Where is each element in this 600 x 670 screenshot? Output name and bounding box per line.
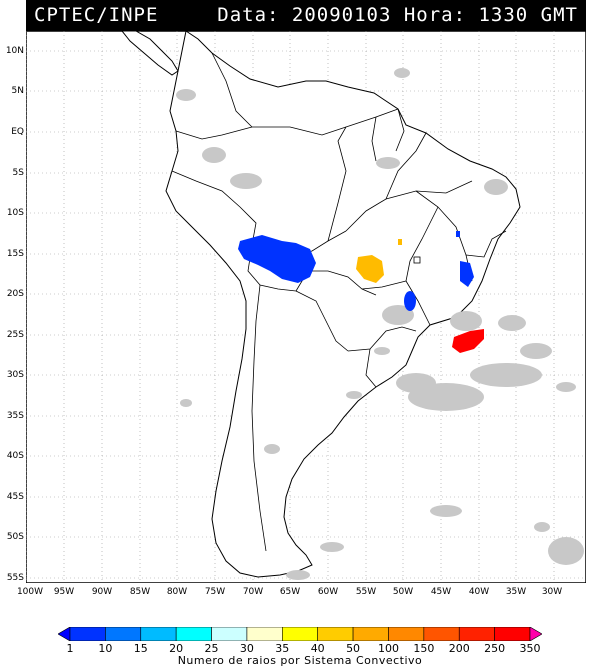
colorbar-segment	[529, 627, 542, 641]
map-area	[26, 31, 586, 583]
lon-label: 55W	[355, 587, 377, 597]
lon-label: 50W	[392, 587, 414, 597]
lon-label: 35W	[505, 587, 527, 597]
lon-label: 80W	[166, 587, 188, 597]
date-time-label: Data: 20090103 Hora: 1330 GMT	[217, 4, 578, 26]
lightning-count-colorbar	[58, 627, 542, 641]
lat-label: 10S	[6, 208, 24, 218]
colorbar-tick-label: 350	[519, 642, 541, 655]
lat-label: 25S	[6, 330, 24, 340]
colorbar-tick-label: 250	[484, 642, 506, 655]
colorbar-tick-label: 40	[310, 642, 325, 655]
colorbar-tick-label: 200	[448, 642, 470, 655]
lat-label: 40S	[6, 451, 24, 461]
colorbar-tick-label: 20	[169, 642, 184, 655]
lon-label: 100W	[16, 587, 44, 597]
convective-system-goias	[356, 255, 384, 283]
lon-label: 95W	[53, 587, 75, 597]
lon-label: 45W	[430, 587, 452, 597]
convective-system-tiny-2	[456, 231, 460, 237]
lat-label: 10N	[5, 46, 24, 56]
colorbar-segment	[388, 627, 425, 641]
convective-system-minas-small	[404, 291, 416, 311]
lon-label: 85W	[129, 587, 151, 597]
colorbar-tick-label: 10	[98, 642, 113, 655]
cloud-systems	[176, 68, 584, 580]
colorbar-tick-label: 50	[346, 642, 361, 655]
colorbar-tick-label: 25	[204, 642, 219, 655]
colorbar-tick-label: 150	[413, 642, 435, 655]
colorbar-segment	[211, 627, 248, 641]
lat-label: 55S	[6, 573, 24, 583]
lat-label: 15S	[6, 249, 24, 259]
colorbar-segment	[246, 627, 283, 641]
colorbar-tick-label: 35	[275, 642, 290, 655]
lat-label: 45S	[6, 492, 24, 502]
colorbar-segment	[317, 627, 354, 641]
central-america-landmass	[121, 31, 179, 76]
lat-label: 5N	[11, 86, 24, 96]
lat-label: 50S	[6, 532, 24, 542]
colorbar-title: Numero de raios por Sistema Convectivo	[177, 654, 423, 667]
lon-label: 70W	[242, 587, 264, 597]
convective-system-atlantic	[452, 329, 484, 353]
colorbar-tick-label: 1	[66, 642, 74, 655]
lat-label: 35S	[6, 411, 24, 421]
colorbar-segment	[352, 627, 389, 641]
south-america-landmass	[165, 31, 521, 578]
lon-label: 75W	[204, 587, 226, 597]
colorbar-segment	[69, 627, 106, 641]
lat-label: 5S	[12, 168, 24, 178]
colorbar-segment	[458, 627, 495, 641]
lat-label: 30S	[6, 370, 24, 380]
source-label: CPTEC/INPE	[34, 4, 159, 26]
colorbar-segment	[58, 627, 71, 641]
colorbar-segment	[140, 627, 177, 641]
colorbar-segment	[105, 627, 142, 641]
colorbar-segment	[175, 627, 212, 641]
lon-label: 40W	[468, 587, 490, 597]
lat-label: 20S	[6, 289, 24, 299]
convective-system-bolivia	[238, 235, 316, 283]
map-header: CPTEC/INPE Data: 20090103 Hora: 1330 GMT	[26, 0, 586, 31]
lat-label: EQ	[11, 127, 24, 137]
convective-system-bahia	[460, 261, 474, 287]
convective-system-tiny-3	[413, 256, 421, 264]
convective-system-tiny-1	[398, 239, 402, 245]
lon-label: 65W	[279, 587, 301, 597]
colorbar-segment	[282, 627, 318, 641]
lon-label: 30W	[541, 587, 563, 597]
colorbar-segment	[423, 627, 460, 641]
lon-label: 60W	[317, 587, 339, 597]
colorbar-tick-label: 100	[377, 642, 399, 655]
lon-label: 90W	[91, 587, 113, 597]
colorbar-segment	[494, 627, 531, 641]
colorbar-tick-label: 30	[239, 642, 254, 655]
colorbar-tick-label: 15	[133, 642, 148, 655]
